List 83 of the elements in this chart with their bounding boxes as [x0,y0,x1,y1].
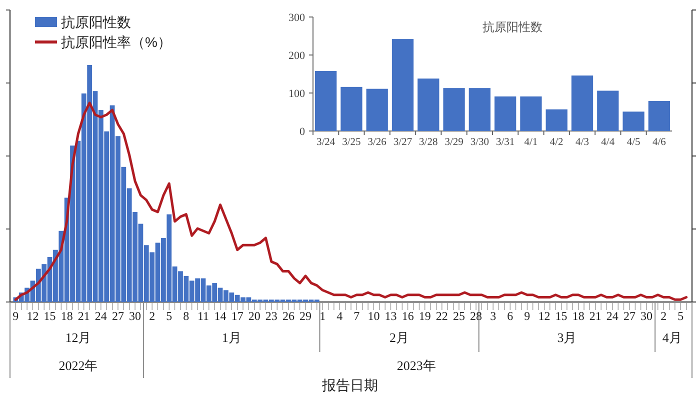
y-tick-label: 300 [288,12,306,24]
x-tick-label: 3/30 [470,137,490,148]
x-tick-label: 4/5 [626,137,640,148]
x-tick-label: 30 [129,309,142,323]
bar [468,88,490,131]
text: 1月 [222,330,242,345]
x-tick-label: 3 [490,309,496,323]
x-tick-label: 4 [336,309,343,323]
x-tick-label: 23 [265,309,278,323]
x-tick-label: 4/2 [550,137,564,148]
x-tick-label: 24 [606,309,618,323]
bar [366,88,388,131]
x-tick-label: 21 [78,309,90,323]
x-tick-label: 8 [183,309,190,323]
bar [443,88,465,131]
x-tick-label: 5 [166,309,172,323]
y-tick-label: 100 [288,88,306,100]
x-tick-label: 2 [149,309,156,323]
x-tick-label: 5 [678,309,684,323]
y-tick-label: 200 [288,50,306,62]
x-tick-label: 10 [368,309,380,323]
x-tick-label: 15 [44,309,56,323]
x-tick-label: 14 [214,309,226,323]
x-tick-label: 3/31 [496,137,515,148]
x-tick-label: 3/27 [393,137,412,148]
y-tick-label: 0 [300,126,306,138]
x-tick-label: 12 [538,309,550,323]
x-tick-label: 21 [589,309,602,323]
legend-label: 抗原阳性数 [61,14,131,30]
x-tick-label: 13 [384,309,397,323]
bar [597,90,619,131]
legend-label: 抗原阳性率（%） [61,34,172,50]
x-tick-label: 22 [436,309,448,323]
x-tick-label: 3/26 [368,137,386,148]
text: 12月 [65,330,92,345]
x-tick-label: 1 [320,309,326,323]
x-tick-label: 4/3 [576,137,589,148]
bar [520,96,542,131]
bar [494,96,516,131]
text: 2023年 [396,358,436,373]
x-tick-label: 7 [354,309,360,323]
text: 2月 [390,330,410,345]
bar [546,109,568,131]
text: 4月 [662,330,682,345]
bar [571,76,594,131]
bar [315,70,337,131]
x-tick-label: 30 [640,309,653,323]
x-tick-label: 18 [60,309,73,323]
x-tick-label: 12 [26,309,39,323]
x-tick-label: 29 [300,309,312,323]
x-tick-label: 9 [12,309,19,323]
bar [340,86,362,131]
x-tick-label: 26 [282,309,294,323]
x-tick-label: 24 [94,309,107,323]
bar [622,112,644,131]
x-tick-label: 4/1 [524,137,538,148]
x-tick-label: 28 [470,309,482,323]
bar [418,78,440,131]
x-tick-label: 17 [231,309,244,323]
x-tick-label: 3/25 [342,137,361,148]
x-tick-label: 18 [572,309,584,323]
chart-title: 抗原阳性数 [482,20,542,34]
x-tick-label: 3/28 [419,137,438,148]
bar [648,100,670,131]
bar [392,39,414,131]
x-axis-title: 报告日期 [321,377,378,393]
text: 2022年 [58,358,98,373]
x-tick-label: 25 [452,309,465,323]
x-tick-label: 15 [555,309,568,323]
x-tick-label: 27 [112,309,124,323]
x-tick-label: 11 [197,309,210,323]
text: 3月 [557,330,577,345]
x-tick-label: 27 [623,309,636,323]
x-tick-label: 19 [418,309,431,323]
x-tick-label: 2 [660,309,667,323]
x-tick-label: 20 [248,309,260,323]
x-tick-label: 9 [524,309,530,323]
x-tick-label: 6 [507,309,514,323]
x-tick-label: 3/29 [444,137,464,148]
x-tick-label: 3/24 [316,137,336,148]
x-tick-label: 16 [402,309,414,323]
x-tick-label: 4/4 [601,137,616,148]
x-tick-label: 4/6 [652,137,666,148]
